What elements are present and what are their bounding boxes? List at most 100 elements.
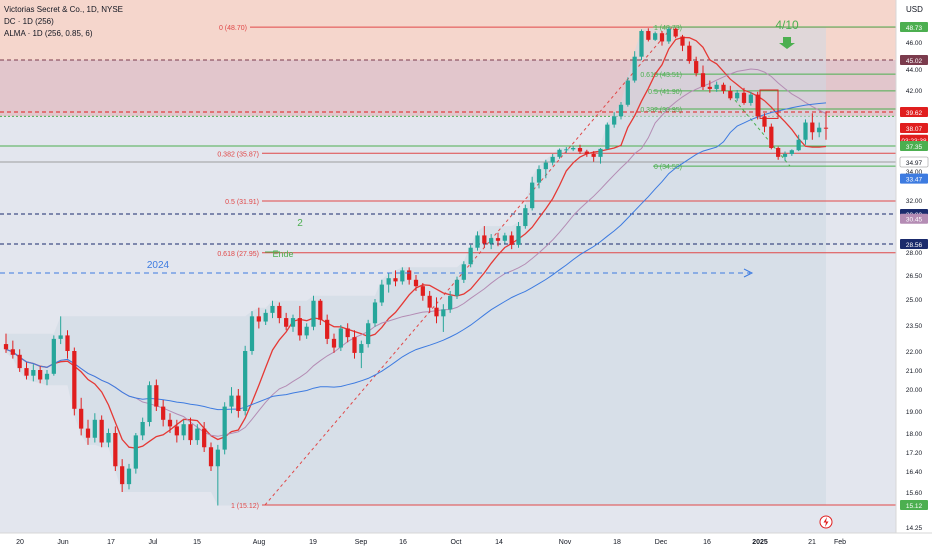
candle-body[interactable] — [748, 94, 753, 103]
candle-body[interactable] — [755, 94, 760, 117]
candle-body[interactable] — [284, 318, 289, 327]
candle-body[interactable] — [174, 426, 179, 436]
indicator-alma-label[interactable]: ALMA · 1D (256, 0.85, 6) — [4, 29, 93, 38]
candle-body[interactable] — [577, 148, 583, 152]
candle-body[interactable] — [625, 80, 630, 105]
highlight-box[interactable] — [759, 89, 779, 119]
candle-body[interactable] — [277, 305, 282, 319]
candle-body[interactable] — [769, 126, 774, 148]
candle-body[interactable] — [10, 349, 15, 355]
candle-body[interactable] — [297, 318, 302, 336]
candle-body[interactable] — [400, 270, 405, 282]
candle-body[interactable] — [181, 424, 186, 436]
candle-body[interactable] — [17, 354, 22, 369]
lightning-icon[interactable] — [819, 515, 833, 529]
candle-body[interactable] — [509, 235, 514, 245]
candle-body[interactable] — [51, 338, 56, 374]
candle-body[interactable] — [448, 295, 453, 310]
candle-body[interactable] — [202, 428, 207, 448]
candle-body[interactable] — [550, 156, 555, 163]
price-label-badge[interactable] — [900, 141, 928, 151]
price-label-badge[interactable] — [900, 55, 928, 65]
candle-body[interactable] — [823, 127, 829, 129]
candle-body[interactable] — [598, 148, 603, 157]
candle-body[interactable] — [222, 406, 227, 450]
candle-body[interactable] — [495, 238, 501, 241]
candle-body[interactable] — [796, 139, 801, 151]
candle-body[interactable] — [99, 419, 104, 443]
candle-body[interactable] — [325, 319, 330, 339]
candle-body[interactable] — [24, 368, 29, 376]
candle-body[interactable] — [386, 278, 391, 285]
candle-body[interactable] — [741, 92, 747, 103]
candle-body[interactable] — [38, 370, 43, 380]
candle-body[interactable] — [557, 149, 562, 157]
candle-body[interactable] — [236, 395, 241, 411]
candle-body[interactable] — [188, 424, 193, 441]
candle-body[interactable] — [154, 385, 159, 407]
candle-body[interactable] — [673, 28, 678, 37]
candle-body[interactable] — [304, 326, 309, 336]
candle-body[interactable] — [536, 169, 542, 183]
candle-body[interactable] — [229, 395, 234, 407]
candle-body[interactable] — [502, 235, 507, 241]
candle-body[interactable] — [161, 406, 166, 420]
candle-body[interactable] — [543, 162, 548, 170]
candle-body[interactable] — [461, 264, 466, 280]
candle-body[interactable] — [632, 56, 637, 81]
candle-body[interactable] — [584, 151, 589, 154]
price-label-badge[interactable] — [900, 22, 928, 32]
candle-body[interactable] — [564, 149, 569, 151]
candle-body[interactable] — [530, 182, 535, 209]
candle-body[interactable] — [106, 433, 111, 443]
price-axis[interactable]: 14.25 15.60 16.40 17.20 18.00 19.00 20.00 21.00… — [899, 22, 929, 532]
candle-body[interactable] — [195, 428, 200, 441]
candle-body[interactable] — [468, 247, 473, 265]
candle-body[interactable] — [79, 408, 84, 429]
candle-body[interactable] — [605, 124, 610, 149]
price-label-badge[interactable] — [900, 213, 928, 224]
candle-body[interactable] — [140, 422, 145, 436]
candle-body[interactable] — [454, 279, 460, 296]
candle-body[interactable] — [516, 226, 521, 245]
candle-body[interactable] — [338, 328, 343, 348]
candle-body[interactable] — [523, 208, 528, 227]
candle-body[interactable] — [72, 351, 77, 409]
candle-body[interactable] — [687, 45, 692, 62]
candle-body[interactable] — [762, 116, 767, 127]
candle-body[interactable] — [735, 92, 740, 99]
candle-body[interactable] — [31, 370, 36, 376]
candle-body[interactable] — [249, 316, 255, 351]
candle-body[interactable] — [707, 86, 712, 89]
fib-trend-line[interactable] — [264, 26, 673, 506]
candle-body[interactable] — [133, 435, 138, 469]
candle-body[interactable] — [646, 31, 651, 40]
candle-body[interactable] — [359, 344, 364, 353]
candle-body[interactable] — [653, 33, 658, 40]
candle-body[interactable] — [680, 36, 685, 46]
currency-label[interactable]: USD — [906, 5, 923, 14]
candle-body[interactable] — [407, 270, 412, 280]
candle-body[interactable] — [612, 116, 617, 125]
candle-body[interactable] — [728, 90, 733, 99]
candle-body[interactable] — [65, 335, 70, 351]
candle-body[interactable] — [817, 127, 822, 133]
candle-body[interactable] — [721, 84, 726, 91]
chart-annotation[interactable]: Ende — [272, 249, 293, 259]
candle-body[interactable] — [659, 33, 665, 42]
time-axis[interactable]: 20 Jun 17 Jul 15 Aug 19 Sep 16 Oct 14 Nov 18 Dec 16 202… — [16, 539, 846, 546]
candle-body[interactable] — [379, 284, 384, 303]
candle-body[interactable] — [475, 235, 480, 248]
candle-body[interactable] — [714, 84, 719, 89]
candle-body[interactable] — [427, 295, 432, 308]
chart-annotation[interactable]: 2024 — [147, 260, 170, 271]
candle-body[interactable] — [215, 449, 220, 467]
candle-body[interactable] — [639, 31, 644, 57]
candle-body[interactable] — [270, 305, 275, 313]
fib-trend-line-green[interactable] — [734, 99, 791, 167]
candle-body[interactable] — [700, 73, 706, 87]
candle-body[interactable] — [58, 335, 63, 339]
candle-body[interactable] — [126, 468, 132, 485]
price-label-badge[interactable] — [900, 123, 928, 133]
down-arrow-icon[interactable] — [779, 37, 795, 49]
